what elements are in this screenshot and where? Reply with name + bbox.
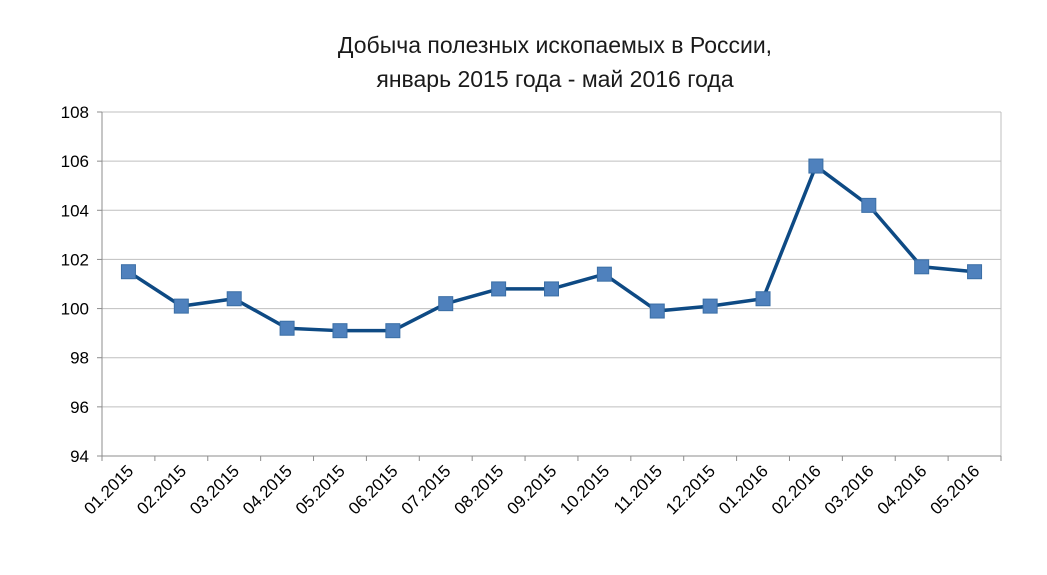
y-tick-label: 102: [61, 250, 89, 269]
x-tick-label: 10.2015: [556, 461, 613, 518]
y-tick-label: 94: [70, 447, 89, 466]
x-tick-label: 07.2015: [398, 461, 455, 518]
data-point-marker: [596, 266, 612, 282]
data-point-marker: [279, 320, 295, 336]
y-tick-label: 106: [61, 152, 89, 171]
x-tick-label: 04.2016: [874, 461, 931, 518]
x-tick-label: 05.2016: [926, 461, 983, 518]
data-point-marker: [226, 291, 242, 307]
data-point-marker: [702, 298, 718, 314]
chart-title: Добыча полезных ископаемых в России, янв…: [0, 28, 1047, 96]
data-point-marker: [120, 264, 136, 280]
y-tick-label: 98: [70, 349, 89, 368]
chart-title-line-1: Добыча полезных ископаемых в России,: [337, 32, 773, 58]
y-tick-label: 100: [61, 300, 89, 319]
data-point-marker: [173, 298, 189, 314]
data-point-marker: [808, 158, 824, 174]
x-tick-label: 12.2015: [662, 461, 719, 518]
y-tick-label: 104: [61, 201, 89, 220]
series-group: [120, 158, 983, 339]
data-point-marker: [755, 291, 771, 307]
chart-title-line-2: январь 2015 года - май 2016 года: [376, 66, 734, 92]
x-tick-label: 02.2015: [133, 461, 190, 518]
x-tick-label: 01.2015: [80, 461, 137, 518]
data-point-marker: [649, 303, 665, 319]
axes: [97, 111, 1002, 461]
series-line: [127, 164, 975, 333]
x-tick-label: 01.2016: [715, 461, 772, 518]
data-point-marker: [385, 323, 401, 339]
x-tick-label: 08.2015: [451, 461, 508, 518]
y-tick-label: 108: [61, 103, 89, 122]
data-point-marker: [544, 281, 559, 297]
data-point-marker: [967, 264, 983, 280]
gridlines: [102, 111, 1001, 408]
x-tick-label: 04.2015: [239, 461, 296, 518]
data-point-marker: [861, 197, 877, 213]
x-tick-label: 05.2015: [292, 461, 349, 518]
x-tick-label: 03.2016: [821, 461, 878, 518]
x-tick-label: 06.2015: [345, 461, 402, 518]
x-tick-label: 02.2016: [768, 461, 825, 518]
y-axis-ticks: 94 96 98 100 102 104 106 108: [61, 103, 89, 466]
data-point-marker: [914, 259, 930, 275]
data-point-marker: [438, 296, 454, 312]
y-tick-label: 96: [70, 398, 89, 417]
data-point-marker: [332, 323, 348, 339]
data-point-marker: [491, 281, 507, 297]
x-axis-ticks: 01.201502.201503.201504.201505.201506.20…: [80, 461, 983, 518]
x-tick-label: 11.2015: [610, 461, 666, 517]
x-tick-label: 09.2015: [503, 461, 560, 518]
x-tick-label: 03.2015: [186, 461, 243, 518]
